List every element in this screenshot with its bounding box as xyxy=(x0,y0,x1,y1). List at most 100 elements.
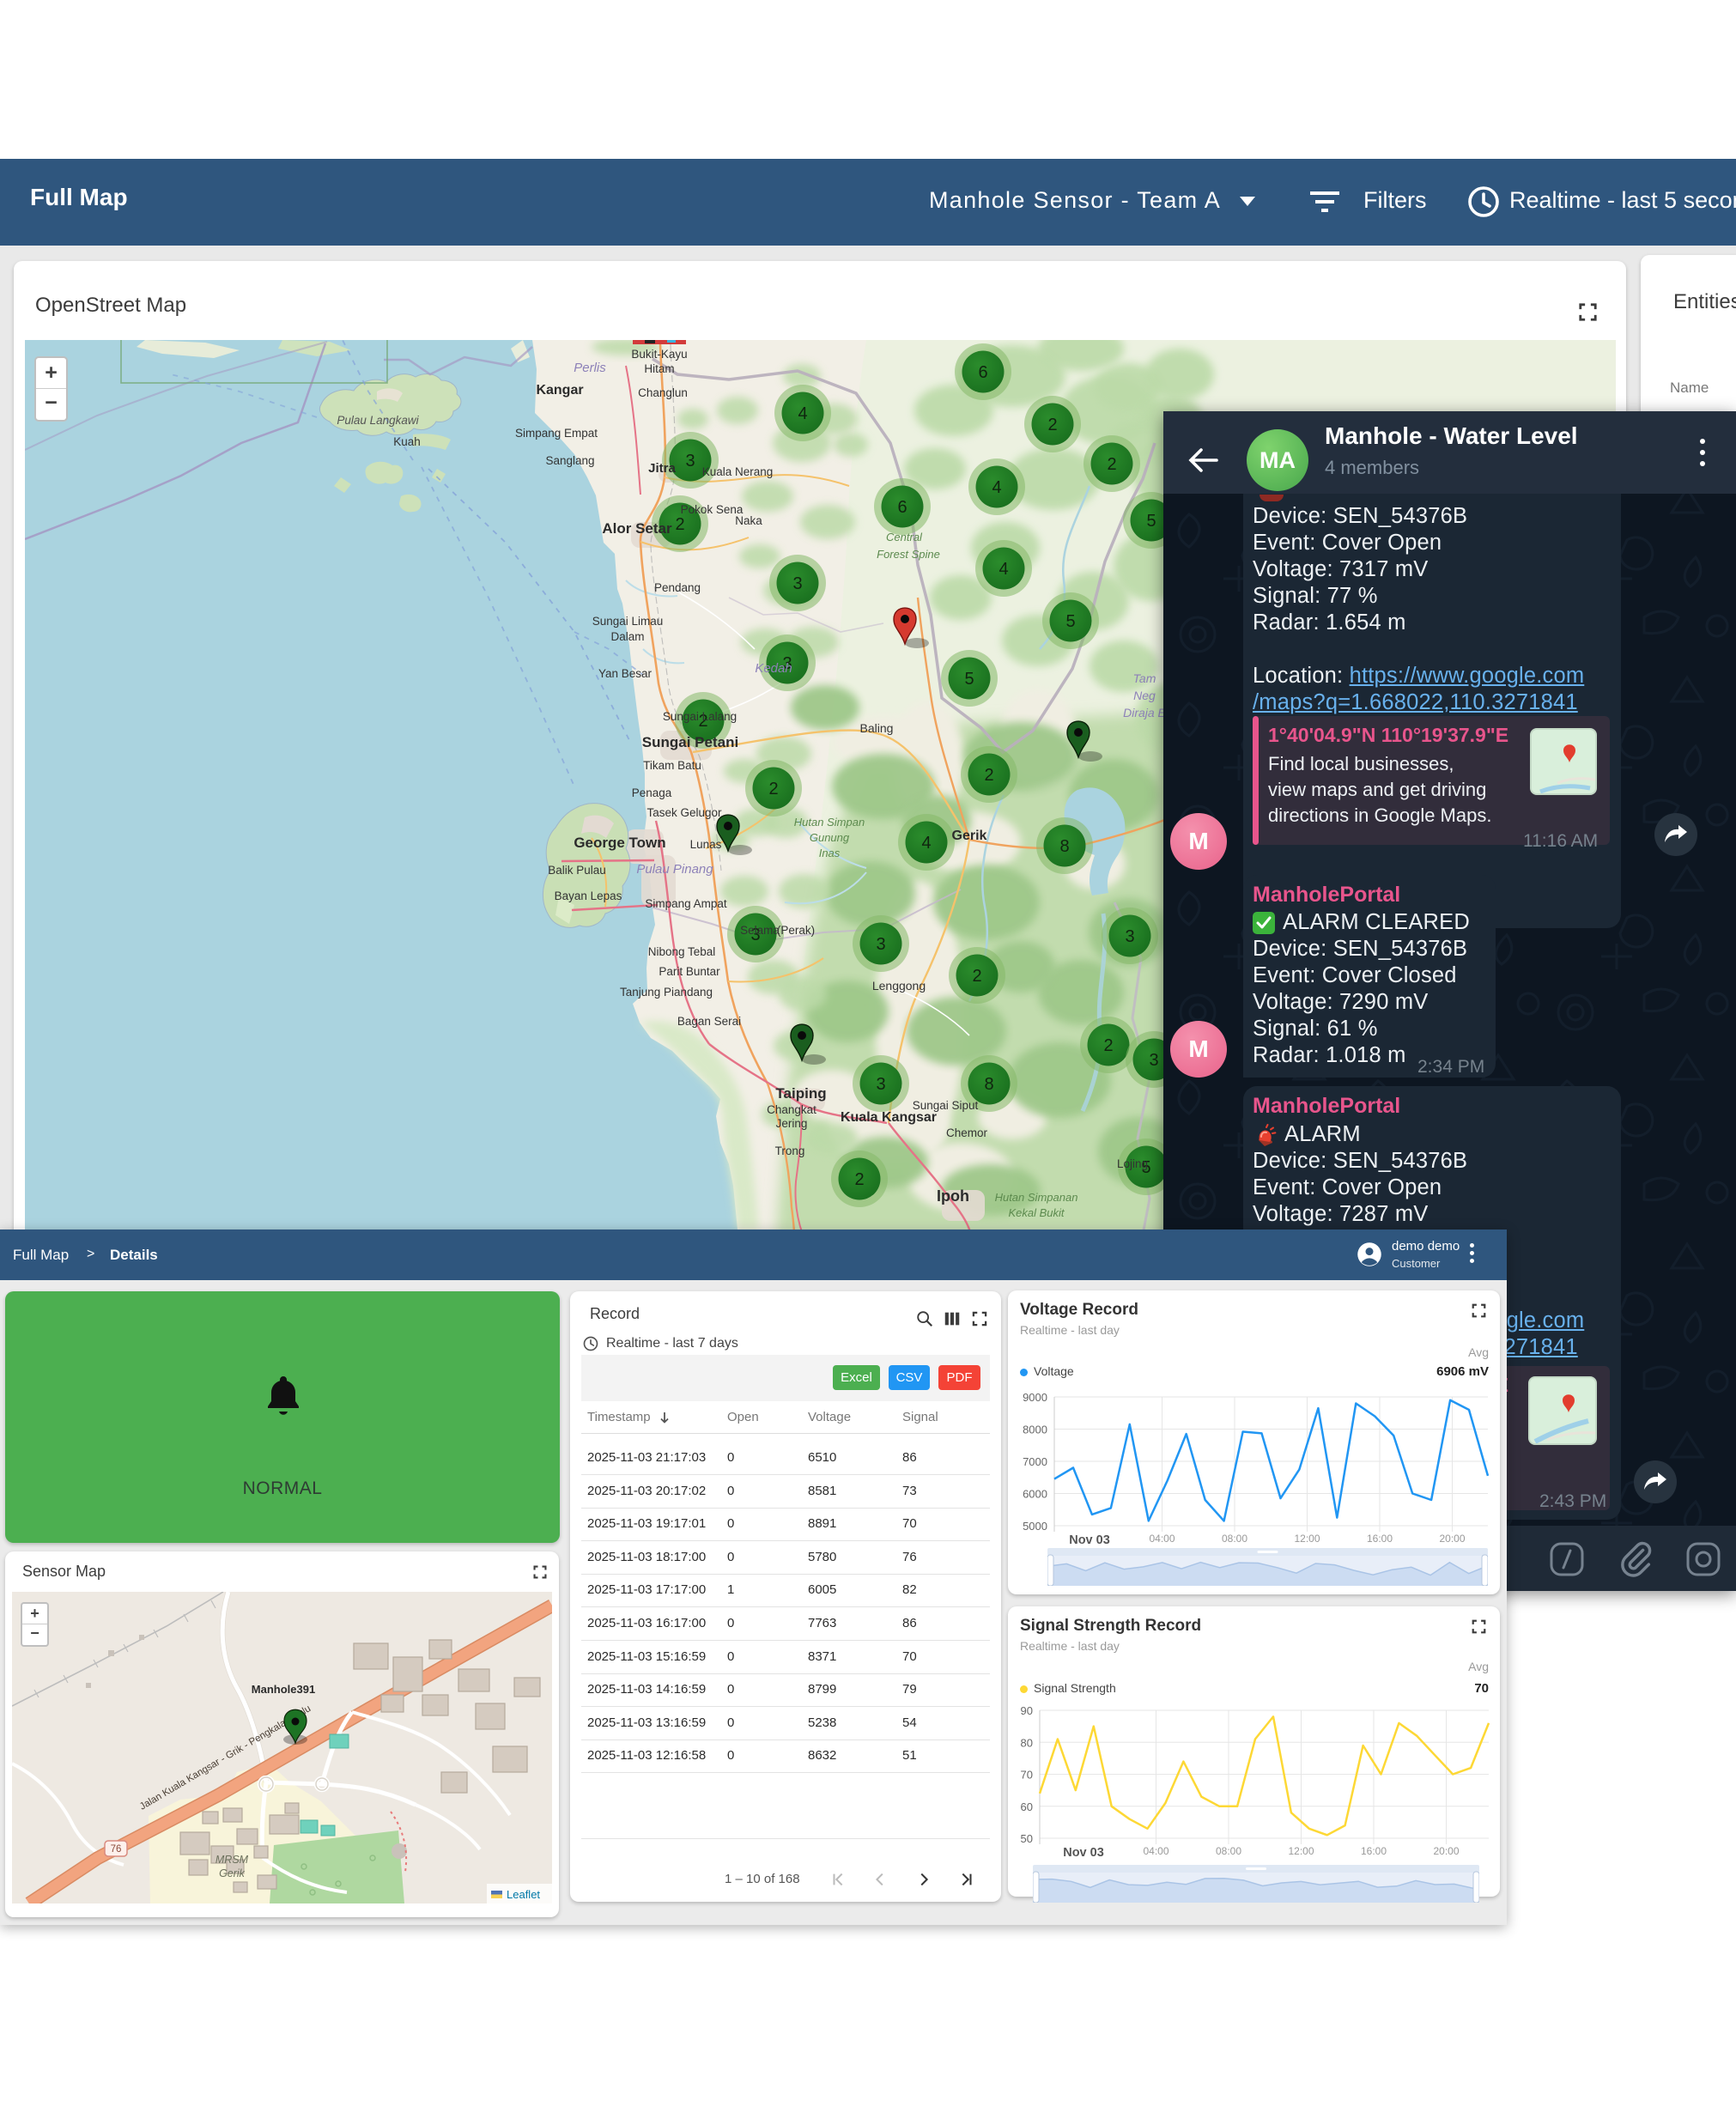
svg-text:Nov 03: Nov 03 xyxy=(1069,1533,1110,1547)
svg-text:50: 50 xyxy=(1021,1832,1033,1845)
svg-text:3: 3 xyxy=(876,935,885,954)
svg-text:MRSM: MRSM xyxy=(215,1854,249,1866)
svg-text:3: 3 xyxy=(792,574,802,593)
svg-text:2: 2 xyxy=(972,967,981,986)
svg-text:20:00: 20:00 xyxy=(1433,1845,1459,1857)
svg-text:Pokok Sena: Pokok Sena xyxy=(681,503,744,516)
svg-text:(Perak): (Perak) xyxy=(777,924,815,937)
svg-text:Sanglang: Sanglang xyxy=(545,454,594,467)
svg-text:3: 3 xyxy=(685,452,695,471)
svg-text:Bagan Serai: Bagan Serai xyxy=(677,1015,741,1028)
svg-text:04:00: 04:00 xyxy=(1143,1845,1168,1857)
svg-text:90: 90 xyxy=(1021,1704,1033,1717)
svg-text:Selama: Selama xyxy=(740,924,780,937)
svg-text:Nibong Tebal: Nibong Tebal xyxy=(648,945,716,958)
svg-text:Kedah: Kedah xyxy=(755,661,792,676)
svg-text:3: 3 xyxy=(1125,927,1134,946)
svg-text:4: 4 xyxy=(921,834,931,853)
svg-text:60: 60 xyxy=(1021,1800,1033,1813)
svg-text:8000: 8000 xyxy=(1023,1424,1047,1436)
svg-text:Nov 03: Nov 03 xyxy=(1063,1846,1104,1860)
svg-text:Simpang Empat: Simpang Empat xyxy=(515,427,598,440)
svg-text:Pulau Langkawi: Pulau Langkawi xyxy=(337,414,419,427)
svg-text:Central: Central xyxy=(886,531,923,543)
svg-text:Sungai Petani: Sungai Petani xyxy=(642,734,738,750)
svg-text:9000: 9000 xyxy=(1023,1391,1047,1404)
svg-text:8: 8 xyxy=(984,1075,993,1094)
svg-text:2: 2 xyxy=(1047,416,1057,434)
svg-text:5000: 5000 xyxy=(1023,1520,1047,1533)
svg-text:2: 2 xyxy=(1103,1036,1113,1055)
svg-text:3: 3 xyxy=(876,1075,885,1094)
svg-text:12:00: 12:00 xyxy=(1294,1533,1320,1545)
svg-text:08:00: 08:00 xyxy=(1222,1533,1247,1545)
svg-text:Sungai Limau: Sungai Limau xyxy=(592,615,664,628)
svg-text:Neg: Neg xyxy=(1133,689,1156,702)
svg-text:George Town: George Town xyxy=(574,835,665,851)
svg-text:Trong: Trong xyxy=(775,1144,805,1157)
svg-text:2: 2 xyxy=(1107,455,1116,474)
svg-text:Tam: Tam xyxy=(1133,671,1156,685)
svg-text:Alor Setar: Alor Setar xyxy=(602,520,672,537)
svg-text:Hutan Simpan: Hutan Simpan xyxy=(794,816,865,829)
svg-text:3: 3 xyxy=(782,654,792,673)
svg-text:04:00: 04:00 xyxy=(1149,1533,1175,1545)
svg-text:Penaga: Penaga xyxy=(632,786,672,799)
svg-text:12:00: 12:00 xyxy=(1288,1845,1314,1857)
svg-text:2: 2 xyxy=(984,766,993,785)
svg-text:Kuah: Kuah xyxy=(393,435,421,448)
svg-text:Jering: Jering xyxy=(776,1117,808,1130)
svg-text:Bayan Lepas: Bayan Lepas xyxy=(555,889,622,902)
svg-text:Balik Pulau: Balik Pulau xyxy=(548,864,606,877)
svg-text:Pendang: Pendang xyxy=(654,581,701,594)
svg-text:Hitam: Hitam xyxy=(644,362,674,375)
svg-text:2: 2 xyxy=(768,780,778,798)
svg-text:Inas: Inas xyxy=(819,847,841,859)
svg-text:Sungai Siput: Sungai Siput xyxy=(913,1099,979,1112)
svg-text:Diraja E: Diraja E xyxy=(1123,706,1166,719)
svg-text:6: 6 xyxy=(897,498,907,517)
svg-text:8: 8 xyxy=(1059,837,1069,856)
svg-text:Chemor: Chemor xyxy=(946,1126,988,1139)
svg-text:Changlun: Changlun xyxy=(638,386,688,399)
svg-text:Sungai Lalang: Sungai Lalang xyxy=(663,710,737,723)
svg-text:Taiping: Taiping xyxy=(775,1085,826,1102)
svg-text:Pulau Pinang: Pulau Pinang xyxy=(636,862,713,877)
svg-text:Kangar: Kangar xyxy=(536,383,583,398)
svg-text:Gerik: Gerik xyxy=(219,1867,246,1879)
svg-text:2: 2 xyxy=(675,515,684,534)
svg-text:Baling: Baling xyxy=(860,721,894,735)
svg-text:Kuala Kangsar: Kuala Kangsar xyxy=(841,1110,937,1125)
svg-text:4: 4 xyxy=(999,560,1008,579)
svg-text:5: 5 xyxy=(1146,512,1156,531)
svg-text:Leaflet: Leaflet xyxy=(507,1888,540,1901)
svg-text:Manhole391: Manhole391 xyxy=(252,1683,315,1696)
svg-text:16:00: 16:00 xyxy=(1367,1533,1393,1545)
svg-text:Simpang Ampat: Simpang Ampat xyxy=(645,897,727,910)
svg-text:3: 3 xyxy=(1149,1051,1158,1070)
svg-text:70: 70 xyxy=(1021,1769,1033,1782)
svg-text:Perlis: Perlis xyxy=(574,361,606,375)
svg-text:Kuala Nerang: Kuala Nerang xyxy=(702,465,774,478)
svg-text:20:00: 20:00 xyxy=(1439,1533,1465,1545)
svg-text:76: 76 xyxy=(111,1844,122,1855)
svg-text:08:00: 08:00 xyxy=(1216,1845,1241,1857)
svg-text:Ipoh: Ipoh xyxy=(937,1187,969,1205)
svg-text:Jitra: Jitra xyxy=(648,461,676,476)
svg-text:2: 2 xyxy=(854,1170,864,1189)
svg-text:Kekal Bukit: Kekal Bukit xyxy=(1008,1206,1065,1219)
svg-text:Parit Buntar: Parit Buntar xyxy=(659,965,720,978)
svg-text:4: 4 xyxy=(798,404,807,423)
svg-text:Tikam Batu: Tikam Batu xyxy=(643,759,701,772)
svg-text:5: 5 xyxy=(1141,1158,1150,1177)
svg-text:Hutan Simpanan: Hutan Simpanan xyxy=(995,1191,1078,1204)
svg-text:Yan Besar: Yan Besar xyxy=(598,667,653,680)
svg-text:Forest Spine: Forest Spine xyxy=(877,548,940,561)
svg-text:Gunung: Gunung xyxy=(810,831,850,844)
svg-text:Tanjung Piandang: Tanjung Piandang xyxy=(620,986,713,999)
svg-text:6: 6 xyxy=(978,363,987,382)
svg-text:Naka: Naka xyxy=(735,514,762,527)
svg-text:3: 3 xyxy=(750,926,760,944)
svg-text:7000: 7000 xyxy=(1023,1455,1047,1468)
svg-text:5: 5 xyxy=(964,670,974,689)
